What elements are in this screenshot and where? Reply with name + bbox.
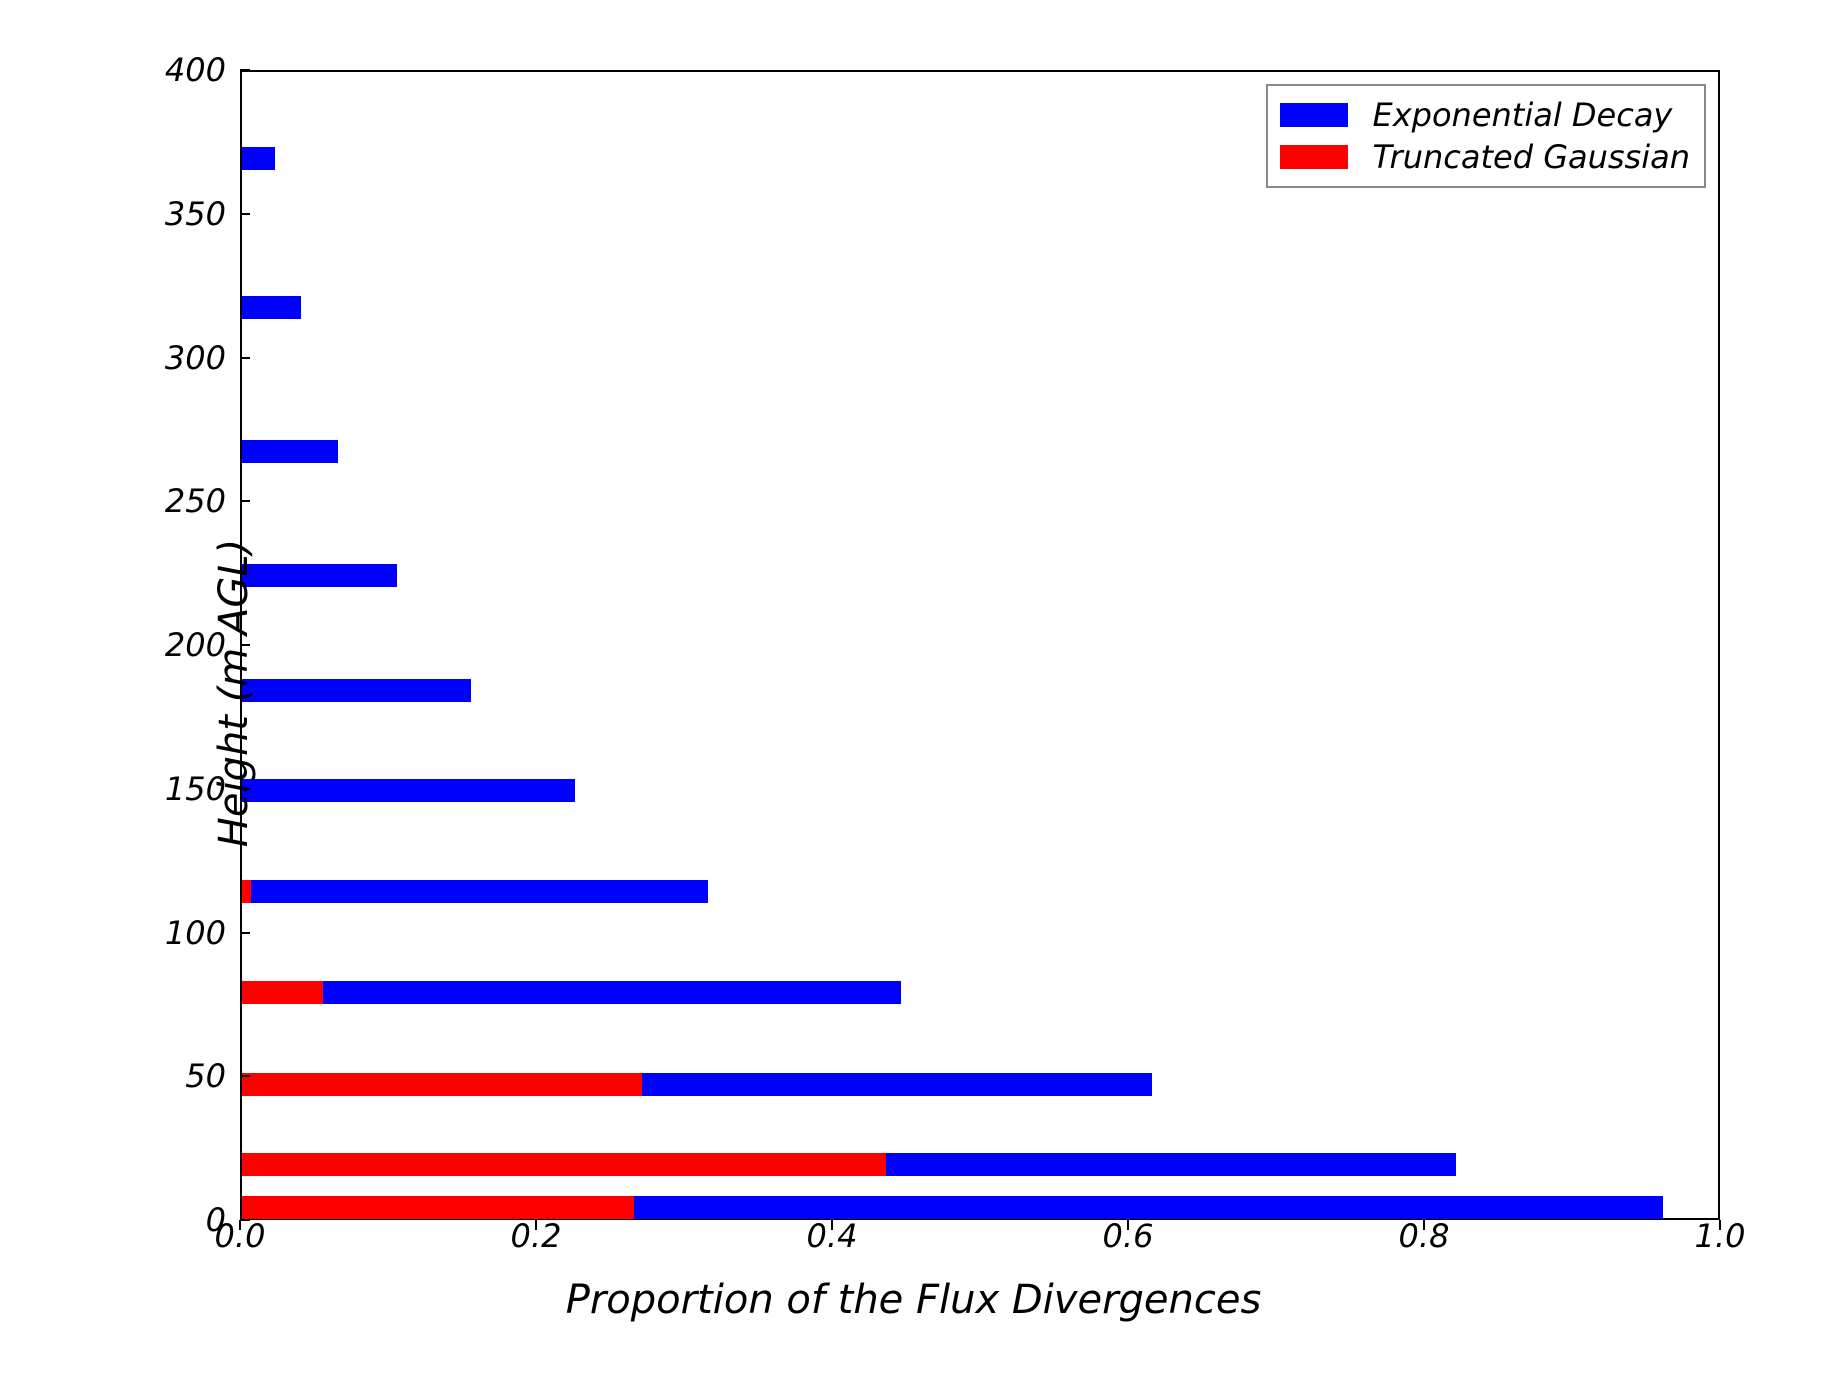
y-tick-label: 250 bbox=[165, 482, 240, 520]
legend-label-exponential: Exponential Decay bbox=[1372, 96, 1672, 134]
x-tick-mark bbox=[239, 1220, 241, 1230]
x-tick-mark bbox=[831, 1220, 833, 1230]
bar-row bbox=[242, 440, 1718, 463]
legend-item-exponential: Exponential Decay bbox=[1280, 94, 1690, 136]
bar-gaussian bbox=[242, 880, 251, 903]
bar-gaussian bbox=[242, 1153, 886, 1176]
bar-row bbox=[242, 779, 1718, 802]
bar-exponential bbox=[242, 880, 708, 903]
bar-exponential bbox=[242, 147, 275, 170]
y-axis-label: Height (m AGL) bbox=[211, 538, 257, 846]
y-tick-label: 400 bbox=[165, 51, 240, 89]
y-tick-mark bbox=[240, 69, 250, 71]
plot-area: Exponential Decay Truncated Gaussian bbox=[240, 70, 1720, 1220]
legend-item-gaussian: Truncated Gaussian bbox=[1280, 136, 1690, 178]
y-tick-label: 300 bbox=[165, 339, 240, 377]
bar-row bbox=[242, 564, 1718, 587]
x-tick-mark bbox=[1423, 1220, 1425, 1230]
bar-row bbox=[242, 981, 1718, 1004]
bar-gaussian bbox=[242, 981, 323, 1004]
y-tick-mark bbox=[240, 357, 250, 359]
x-tick-mark bbox=[1127, 1220, 1129, 1230]
bar-exponential bbox=[242, 296, 301, 319]
y-tick-mark bbox=[240, 500, 250, 502]
y-tick-label: 50 bbox=[185, 1057, 240, 1095]
bar-row bbox=[242, 1073, 1718, 1096]
legend: Exponential Decay Truncated Gaussian bbox=[1266, 84, 1706, 188]
legend-swatch-gaussian bbox=[1280, 145, 1348, 169]
bar-exponential bbox=[242, 564, 397, 587]
y-tick-mark bbox=[240, 213, 250, 215]
bar-row bbox=[242, 1196, 1718, 1219]
x-tick-mark bbox=[1719, 1220, 1721, 1230]
bar-exponential bbox=[242, 440, 338, 463]
bar-row bbox=[242, 679, 1718, 702]
bar-gaussian bbox=[242, 1073, 642, 1096]
x-axis-label: Proportion of the Flux Divergences bbox=[566, 1277, 1262, 1323]
bar-exponential bbox=[242, 679, 471, 702]
y-tick-mark bbox=[240, 1075, 250, 1077]
bar-gaussian bbox=[242, 1196, 634, 1219]
bar-exponential bbox=[242, 779, 575, 802]
y-tick-label: 100 bbox=[165, 914, 240, 952]
x-tick-mark bbox=[535, 1220, 537, 1230]
flux-divergence-chart: Exponential Decay Truncated Gaussian 050… bbox=[60, 40, 1767, 1345]
legend-swatch-exponential bbox=[1280, 103, 1348, 127]
bar-row bbox=[242, 296, 1718, 319]
y-tick-mark bbox=[240, 932, 250, 934]
bar-row bbox=[242, 1153, 1718, 1176]
bar-row bbox=[242, 880, 1718, 903]
bar-exponential bbox=[242, 981, 901, 1004]
legend-label-gaussian: Truncated Gaussian bbox=[1372, 138, 1690, 176]
y-tick-label: 350 bbox=[165, 195, 240, 233]
